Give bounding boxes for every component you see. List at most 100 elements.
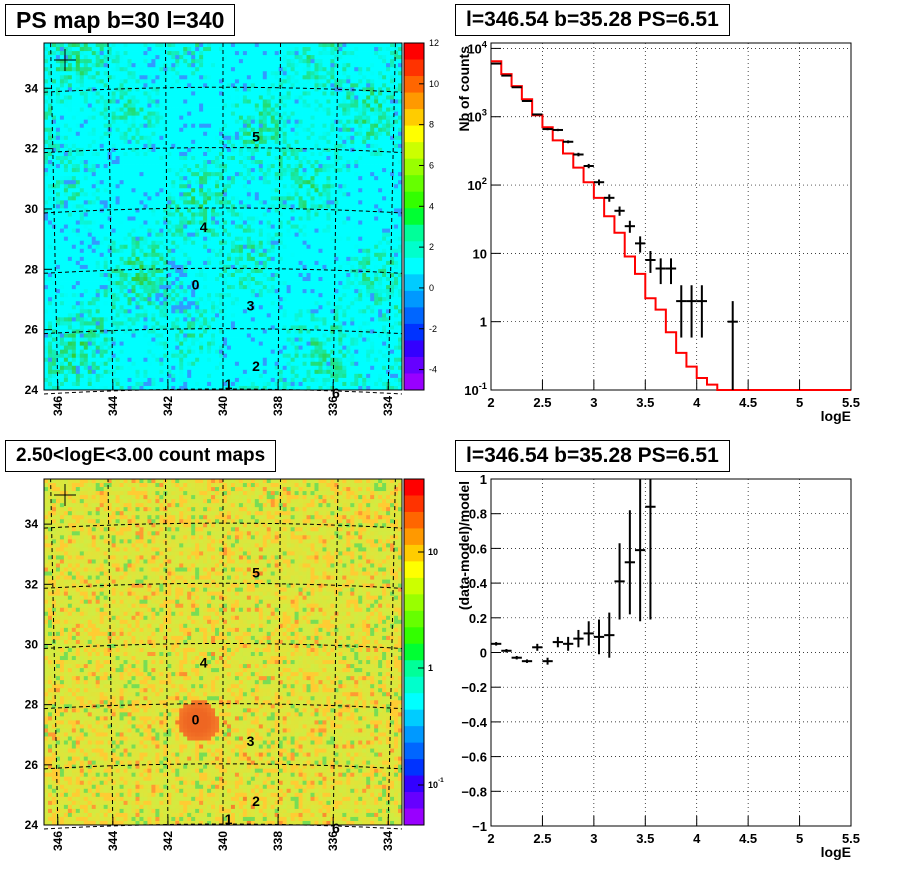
ps-map-cell: [258, 160, 264, 165]
ps-map-cell: [242, 260, 248, 266]
ps-map-cell: [199, 240, 204, 246]
ps-map-cell: [123, 232, 128, 238]
ps-map-cell: [314, 200, 319, 205]
ps-map-cell: [167, 51, 172, 56]
ps-map-cell: [155, 240, 160, 246]
ps-map-cell: [131, 212, 136, 217]
ps-map-cell: [350, 220, 355, 225]
ps-map-cell: [270, 67, 276, 72]
ps-map-cell: [99, 67, 105, 72]
ps-map-cell: [87, 236, 93, 242]
ps-map-cell: [234, 143, 240, 149]
ps-map-cell: [79, 200, 85, 205]
ps-map-cell: [87, 51, 93, 56]
ps-map-cell: [151, 208, 156, 213]
ps-map-cell: [306, 83, 311, 88]
ps-map-cell: [258, 172, 264, 177]
ps-map-cell: [270, 232, 276, 238]
ps-map-cell: [290, 47, 295, 52]
ps-map-cell: [143, 172, 148, 177]
ps-map-cell: [270, 123, 276, 129]
ps-map-cell: [211, 224, 216, 229]
ps-map-cell: [139, 200, 144, 205]
ps-map-cell: [366, 139, 371, 145]
ps-map-cell: [298, 51, 303, 56]
ps-map-cell: [163, 139, 168, 145]
ps-map-cell: [183, 264, 188, 270]
ps-map-cell: [306, 164, 311, 169]
ps-map-cell: [250, 119, 256, 125]
ps-map-cell: [350, 127, 355, 133]
ps-map-cell: [354, 95, 359, 100]
ps-map-cell: [115, 204, 120, 209]
ps-map-cell: [127, 208, 132, 213]
ps-map-cell: [242, 95, 248, 100]
ps-map-cell: [298, 176, 303, 181]
ps-map-cell: [238, 91, 244, 96]
ps-map-cell: [362, 143, 367, 149]
ps-map-cell: [322, 236, 327, 242]
ps-map-cell: [370, 180, 375, 185]
ps-map-cell: [330, 71, 335, 76]
ps-map-cell: [44, 135, 49, 141]
ps-map-cell: [382, 256, 387, 262]
ps-map-cell: [322, 164, 327, 169]
ps-map-cell: [215, 172, 220, 177]
ps-map-cell: [135, 111, 140, 117]
ps-map-cell: [219, 176, 224, 181]
ps-map-cell: [298, 151, 303, 157]
ps-map-cell: [358, 51, 363, 56]
ps-map-cell: [159, 168, 164, 173]
ps-map-cell: [398, 208, 403, 213]
ps-map-cell: [330, 51, 335, 56]
ps-map-cell: [226, 75, 232, 80]
ps-map-cell: [294, 228, 299, 234]
ps-map-cell: [334, 172, 339, 177]
ps-map-cell: [350, 252, 355, 258]
ps-map-cell: [199, 180, 204, 185]
ps-map-cell: [266, 63, 272, 68]
ps-map-cell: [123, 127, 128, 133]
ps-map-cell: [215, 79, 220, 84]
ps-map-cell: [298, 87, 303, 92]
ps-map-cell: [234, 184, 240, 189]
ps-map-cell: [310, 67, 315, 72]
ps-map-cell: [99, 168, 105, 173]
ps-map-cell: [131, 196, 136, 201]
ps-map-cell: [370, 91, 375, 96]
ps-map-cell: [187, 95, 192, 100]
ps-map-cell: [151, 236, 156, 242]
ps-map-cell: [123, 63, 128, 68]
ps-map-cell: [382, 180, 387, 185]
ps-map-cell: [226, 216, 232, 221]
ps-map-cell: [394, 135, 399, 141]
ps-map-cell: [115, 75, 120, 80]
ps-map-cell: [290, 212, 295, 217]
ps-map-cell: [286, 256, 292, 262]
ps-map-cell: [366, 59, 371, 64]
ps-map-cell: [87, 127, 93, 133]
ps-map-cell: [83, 192, 89, 197]
ps-map-cell: [282, 83, 288, 88]
ps-map-cell: [139, 252, 144, 258]
ps-map-cell: [51, 59, 57, 64]
ps-map-cell: [63, 71, 69, 76]
ps-map-cell: [219, 95, 224, 100]
ps-map-cell: [203, 224, 208, 229]
ps-map-cell: [390, 208, 395, 213]
ps-map-cell: [139, 107, 144, 112]
ps-map-cell: [234, 192, 240, 197]
ps-map-cell: [67, 99, 73, 104]
ps-map-cell: [366, 123, 371, 129]
ps-map-cell: [386, 232, 391, 238]
ps-map-cell: [330, 95, 335, 100]
ps-map-cell: [366, 248, 371, 254]
ps-map-cell: [135, 79, 140, 84]
ps-map-cell: [318, 236, 323, 242]
ps-map-cell: [123, 236, 128, 242]
ps-map-cell: [63, 127, 69, 133]
ps-map-cell: [298, 212, 303, 217]
ps-map-cell: [294, 220, 299, 225]
ps-map-cell: [346, 47, 351, 52]
